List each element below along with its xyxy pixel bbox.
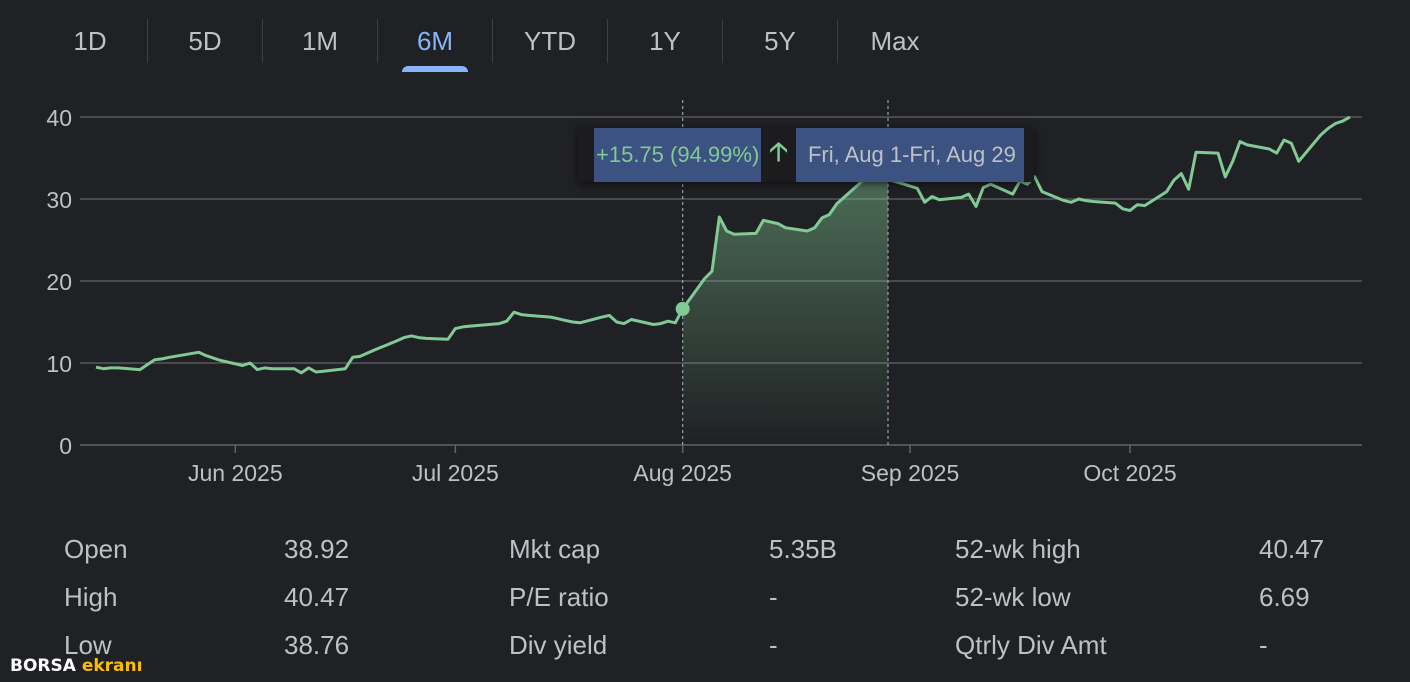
tab-separator <box>492 19 493 63</box>
stat-value: 38.92 <box>284 534 350 564</box>
tab-separator <box>262 19 263 63</box>
arrow-up-icon: 🡡 <box>769 136 788 166</box>
tab-1d[interactable]: 1D <box>73 26 107 56</box>
stat-label: 52-wk low <box>955 582 1071 612</box>
x-tick-label: Aug 2025 <box>633 460 731 486</box>
y-tick-label: 10 <box>46 351 72 377</box>
stat-label: High <box>64 582 118 612</box>
stat-label: P/E ratio <box>509 582 609 612</box>
stat-label: Qtrly Div Amt <box>955 630 1107 660</box>
selection-tooltip: +15.75 (94.99%) 🡡 Fri, Aug 1-Fri, Aug 29 <box>578 128 1034 182</box>
tab-6m[interactable]: 6M <box>378 0 492 72</box>
tab-separator <box>607 19 608 63</box>
stat-label: 52-wk high <box>955 534 1081 564</box>
y-tick-label: 30 <box>46 187 72 213</box>
tab-1m[interactable]: 1M <box>301 26 339 56</box>
y-tick-label: 40 <box>46 105 72 131</box>
tab-ytd[interactable]: YTD <box>524 26 576 56</box>
time-range-tabs: 1D 5D 1M 6M YTD 1Y 5Y Max <box>33 0 952 72</box>
x-tick-label: Jul 2025 <box>412 460 499 486</box>
watermark-part2: ekranı <box>81 656 143 676</box>
tab-5d[interactable]: 5D <box>188 26 222 56</box>
stat-value: 40.47 <box>1259 534 1325 564</box>
tooltip-change: +15.75 (94.99%) <box>594 128 762 182</box>
x-tick-label: Jun 2025 <box>188 460 283 486</box>
stat-value: 38.76 <box>284 630 350 660</box>
watermark-logo: BORSA ekranı <box>10 656 142 676</box>
y-tick-label: 0 <box>59 433 72 459</box>
stat-value: - <box>769 630 778 660</box>
stat-label: Open <box>64 534 128 564</box>
price-chart[interactable]: 0 10 20 30 40 Jun 2025 Jul 2025 Aug 2025 Sep 202… <box>0 80 1410 490</box>
stat-value: 5.35B <box>769 534 837 564</box>
tooltip-date-range: Fri, Aug 1-Fri, Aug 29 <box>795 128 1024 182</box>
tab-separator <box>837 19 838 63</box>
stat-value: 40.47 <box>284 582 350 612</box>
tab-separator <box>377 19 378 63</box>
selection-area <box>682 176 888 445</box>
selection-start-marker <box>675 301 690 316</box>
stat-value: - <box>769 582 778 612</box>
tab-5y[interactable]: 5Y <box>764 26 796 56</box>
tab-1y[interactable]: 1Y <box>649 26 681 56</box>
x-tick-label: Oct 2025 <box>1083 460 1176 486</box>
stat-label: Mkt cap <box>509 534 601 564</box>
price-line <box>95 115 1351 375</box>
x-tick-label: Sep 2025 <box>861 460 959 486</box>
watermark-part1: BORSA <box>10 656 76 676</box>
stat-label: Low <box>64 630 112 660</box>
stat-label: Div yield <box>509 630 608 660</box>
stat-value: 6.69 <box>1259 582 1310 612</box>
y-tick-label: 20 <box>46 269 72 295</box>
stat-value: - <box>1259 630 1268 660</box>
tab-separator <box>147 19 148 63</box>
tab-max[interactable]: Max <box>870 26 920 56</box>
tab-separator <box>722 19 723 63</box>
